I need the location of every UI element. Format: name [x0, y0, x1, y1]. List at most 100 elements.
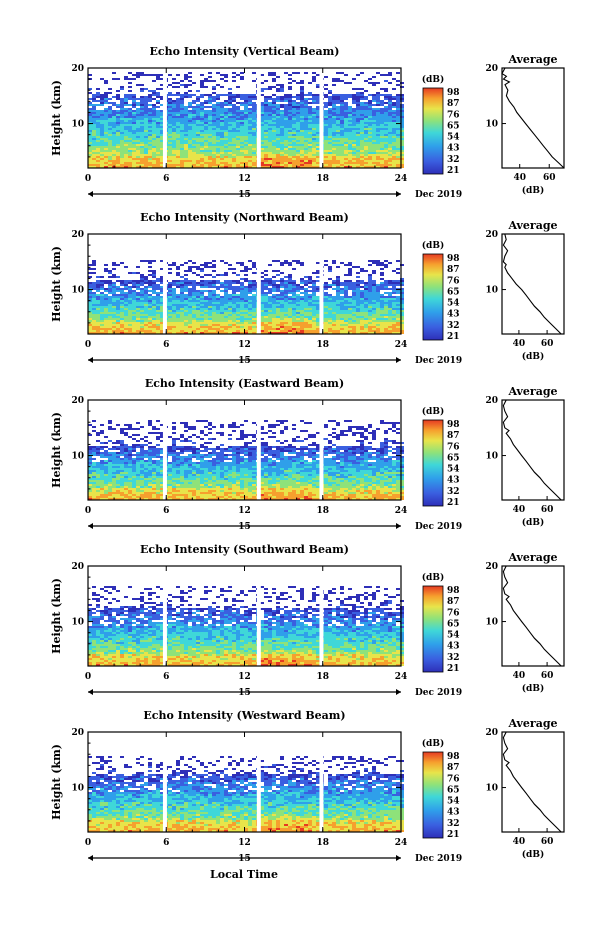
heat-cell	[108, 296, 112, 298]
heat-cell	[96, 130, 100, 132]
heat-cell	[172, 330, 176, 332]
heat-cell	[128, 126, 132, 128]
heat-cell	[244, 104, 248, 106]
heat-cell	[300, 304, 304, 306]
heat-cell	[140, 134, 144, 136]
heat-cell	[172, 292, 176, 294]
heat-cell	[176, 104, 180, 106]
heat-cell	[300, 280, 304, 282]
heat-cell	[264, 288, 268, 290]
heat-cell	[352, 150, 356, 152]
heat-cell	[208, 72, 212, 74]
heat-cell	[296, 138, 300, 140]
heat-cell	[396, 158, 400, 160]
heat-cell	[184, 78, 188, 80]
heat-cell	[336, 126, 340, 128]
heat-cell	[136, 326, 140, 328]
heat-cell	[144, 288, 148, 290]
heat-cell	[200, 312, 204, 314]
heat-cell	[88, 284, 92, 286]
heat-cell	[232, 80, 236, 82]
heat-cell	[376, 142, 380, 144]
heat-cell	[156, 138, 160, 140]
heat-cell	[208, 102, 212, 104]
heat-cell	[352, 128, 356, 130]
heat-cell	[384, 108, 388, 110]
heat-cell	[276, 150, 280, 152]
heat-cell	[252, 164, 256, 166]
heat-cell	[252, 308, 256, 310]
heat-cell	[112, 104, 116, 106]
heat-cell	[156, 296, 160, 298]
heat-cell	[92, 140, 96, 142]
heat-cell	[356, 150, 360, 152]
heat-cell	[240, 126, 244, 128]
heat-cell	[128, 318, 132, 320]
heat-cell	[188, 90, 192, 92]
heat-cell	[336, 300, 340, 302]
heat-cell	[284, 302, 288, 304]
heat-cell	[304, 326, 308, 328]
heat-cell	[248, 282, 252, 284]
heat-cell	[204, 122, 208, 124]
heat-cell	[196, 140, 200, 142]
heat-cell	[104, 142, 108, 144]
heat-cell	[152, 152, 156, 154]
heat-cell	[344, 162, 348, 164]
heat-cell	[348, 138, 352, 140]
heat-cell	[180, 152, 184, 154]
heat-cell	[360, 300, 364, 302]
heat-cell	[148, 296, 152, 298]
heat-cell	[400, 132, 404, 134]
heat-cell	[312, 314, 316, 316]
heat-cell	[384, 98, 388, 100]
heat-cell	[180, 140, 184, 142]
heat-cell	[324, 142, 328, 144]
heat-cell	[356, 288, 360, 290]
heat-cell	[100, 280, 104, 282]
heat-cell	[108, 306, 112, 308]
heat-cell	[180, 298, 184, 300]
heat-cell	[276, 132, 280, 134]
heat-cell	[348, 306, 352, 308]
heat-cell	[180, 328, 184, 330]
heat-cell	[116, 264, 120, 266]
heat-cell	[280, 88, 284, 90]
heat-cell	[272, 98, 276, 100]
heat-cell	[88, 130, 92, 132]
heat-cell	[228, 120, 232, 122]
heat-cell	[244, 152, 248, 154]
heat-cell	[220, 328, 224, 330]
heat-cell	[284, 144, 288, 146]
heat-cell	[224, 318, 228, 320]
heat-cell	[284, 316, 288, 318]
heat-cell	[300, 262, 304, 264]
heat-cell	[272, 280, 276, 282]
heat-cell	[384, 102, 388, 104]
heat-cell	[312, 76, 316, 78]
heat-cell	[344, 294, 348, 296]
heat-cell	[144, 330, 148, 332]
heat-cell	[180, 322, 184, 324]
heat-cell	[168, 74, 172, 76]
heat-cell	[176, 142, 180, 144]
heat-cell	[396, 106, 400, 108]
heat-cell	[328, 116, 332, 118]
heat-cell	[248, 142, 252, 144]
heat-cell	[212, 134, 216, 136]
heat-cell	[232, 150, 236, 152]
heat-cell	[108, 122, 112, 124]
heat-cell	[176, 306, 180, 308]
heat-cell	[284, 262, 288, 264]
heat-cell	[140, 260, 144, 262]
heat-cell	[332, 144, 336, 146]
heat-cell	[116, 160, 120, 162]
heat-cell	[228, 156, 232, 158]
heat-cell	[272, 322, 276, 324]
heat-cell	[100, 312, 104, 314]
heat-cell	[260, 306, 264, 308]
heat-cell	[296, 308, 300, 310]
heat-cell	[344, 140, 348, 142]
heat-cell	[140, 314, 144, 316]
heat-cell	[248, 322, 252, 324]
